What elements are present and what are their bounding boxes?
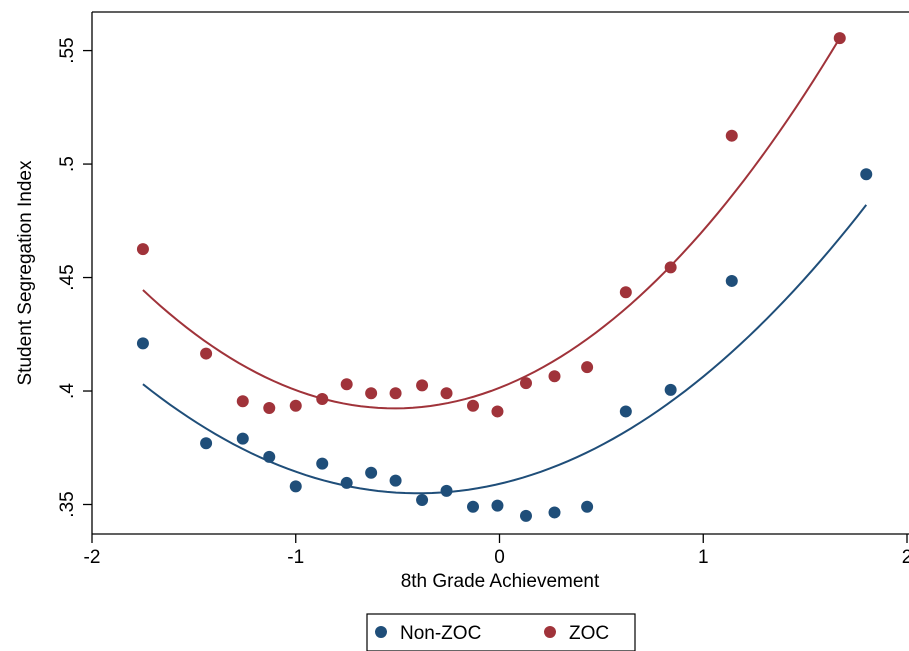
legend-label-non-zoc: Non-ZOC <box>400 623 481 644</box>
point-zoc <box>316 392 329 405</box>
point-zoc <box>833 32 846 45</box>
point-zoc <box>365 387 378 400</box>
y-axis-title: Student Segregation Index <box>15 160 36 386</box>
point-non-zoc <box>416 493 429 506</box>
point-non-zoc <box>548 506 561 519</box>
point-zoc <box>389 387 402 400</box>
point-zoc <box>581 361 594 374</box>
point-zoc <box>664 261 677 274</box>
point-zoc <box>340 378 353 391</box>
point-non-zoc <box>200 437 213 450</box>
point-zoc <box>467 399 480 412</box>
point-non-zoc <box>263 450 276 463</box>
point-non-zoc <box>581 500 594 513</box>
point-zoc <box>236 395 249 408</box>
legend-marker-zoc <box>544 626 556 638</box>
x-tick-label: 2 <box>902 547 909 568</box>
point-non-zoc <box>365 466 378 479</box>
x-axis-title: 8th Grade Achievement <box>401 571 600 592</box>
point-non-zoc <box>519 509 532 522</box>
plot-frame <box>91 11 909 535</box>
point-zoc <box>548 370 561 383</box>
y-tick-label: .45 <box>57 264 78 290</box>
y-axis: .35 .4 .45 .5 .55 <box>57 37 92 518</box>
legend-marker-non-zoc <box>375 626 387 638</box>
x-axis: -2 -1 0 1 2 <box>84 534 909 568</box>
fit-line-non-zoc <box>142 204 868 495</box>
point-zoc <box>519 377 532 390</box>
x-tick-label: -2 <box>84 547 101 568</box>
point-non-zoc <box>467 500 480 513</box>
point-zoc <box>136 243 149 256</box>
legend-label-zoc: ZOC <box>569 623 609 644</box>
point-zoc <box>263 402 276 415</box>
point-non-zoc <box>340 476 353 489</box>
point-zoc <box>725 129 738 142</box>
x-tick-label: 1 <box>698 547 709 568</box>
point-zoc <box>289 399 302 412</box>
y-tick-label: .5 <box>57 156 78 172</box>
legend: Non-ZOC ZOC <box>366 613 636 651</box>
point-non-zoc <box>389 474 402 487</box>
y-tick-label: .55 <box>57 37 78 63</box>
point-non-zoc <box>725 274 738 287</box>
fit-lines <box>142 37 868 495</box>
legend-box <box>366 613 636 651</box>
point-zoc <box>440 387 453 400</box>
point-non-zoc <box>860 168 873 181</box>
point-non-zoc <box>491 499 504 512</box>
point-zoc <box>619 286 632 299</box>
point-non-zoc <box>440 484 453 497</box>
point-zoc <box>200 347 213 360</box>
x-tick-label: -1 <box>287 547 304 568</box>
point-non-zoc <box>136 337 149 350</box>
point-zoc <box>416 379 429 392</box>
x-tick-label: 0 <box>494 547 505 568</box>
point-non-zoc <box>316 457 329 470</box>
point-non-zoc <box>289 480 302 493</box>
fit-line-zoc <box>142 37 841 410</box>
y-tick-label: .4 <box>57 383 78 399</box>
point-zoc <box>491 405 504 418</box>
y-tick-label: .35 <box>57 491 78 517</box>
point-non-zoc <box>664 383 677 396</box>
point-non-zoc <box>236 432 249 445</box>
data-points <box>136 32 873 522</box>
point-non-zoc <box>619 405 632 418</box>
